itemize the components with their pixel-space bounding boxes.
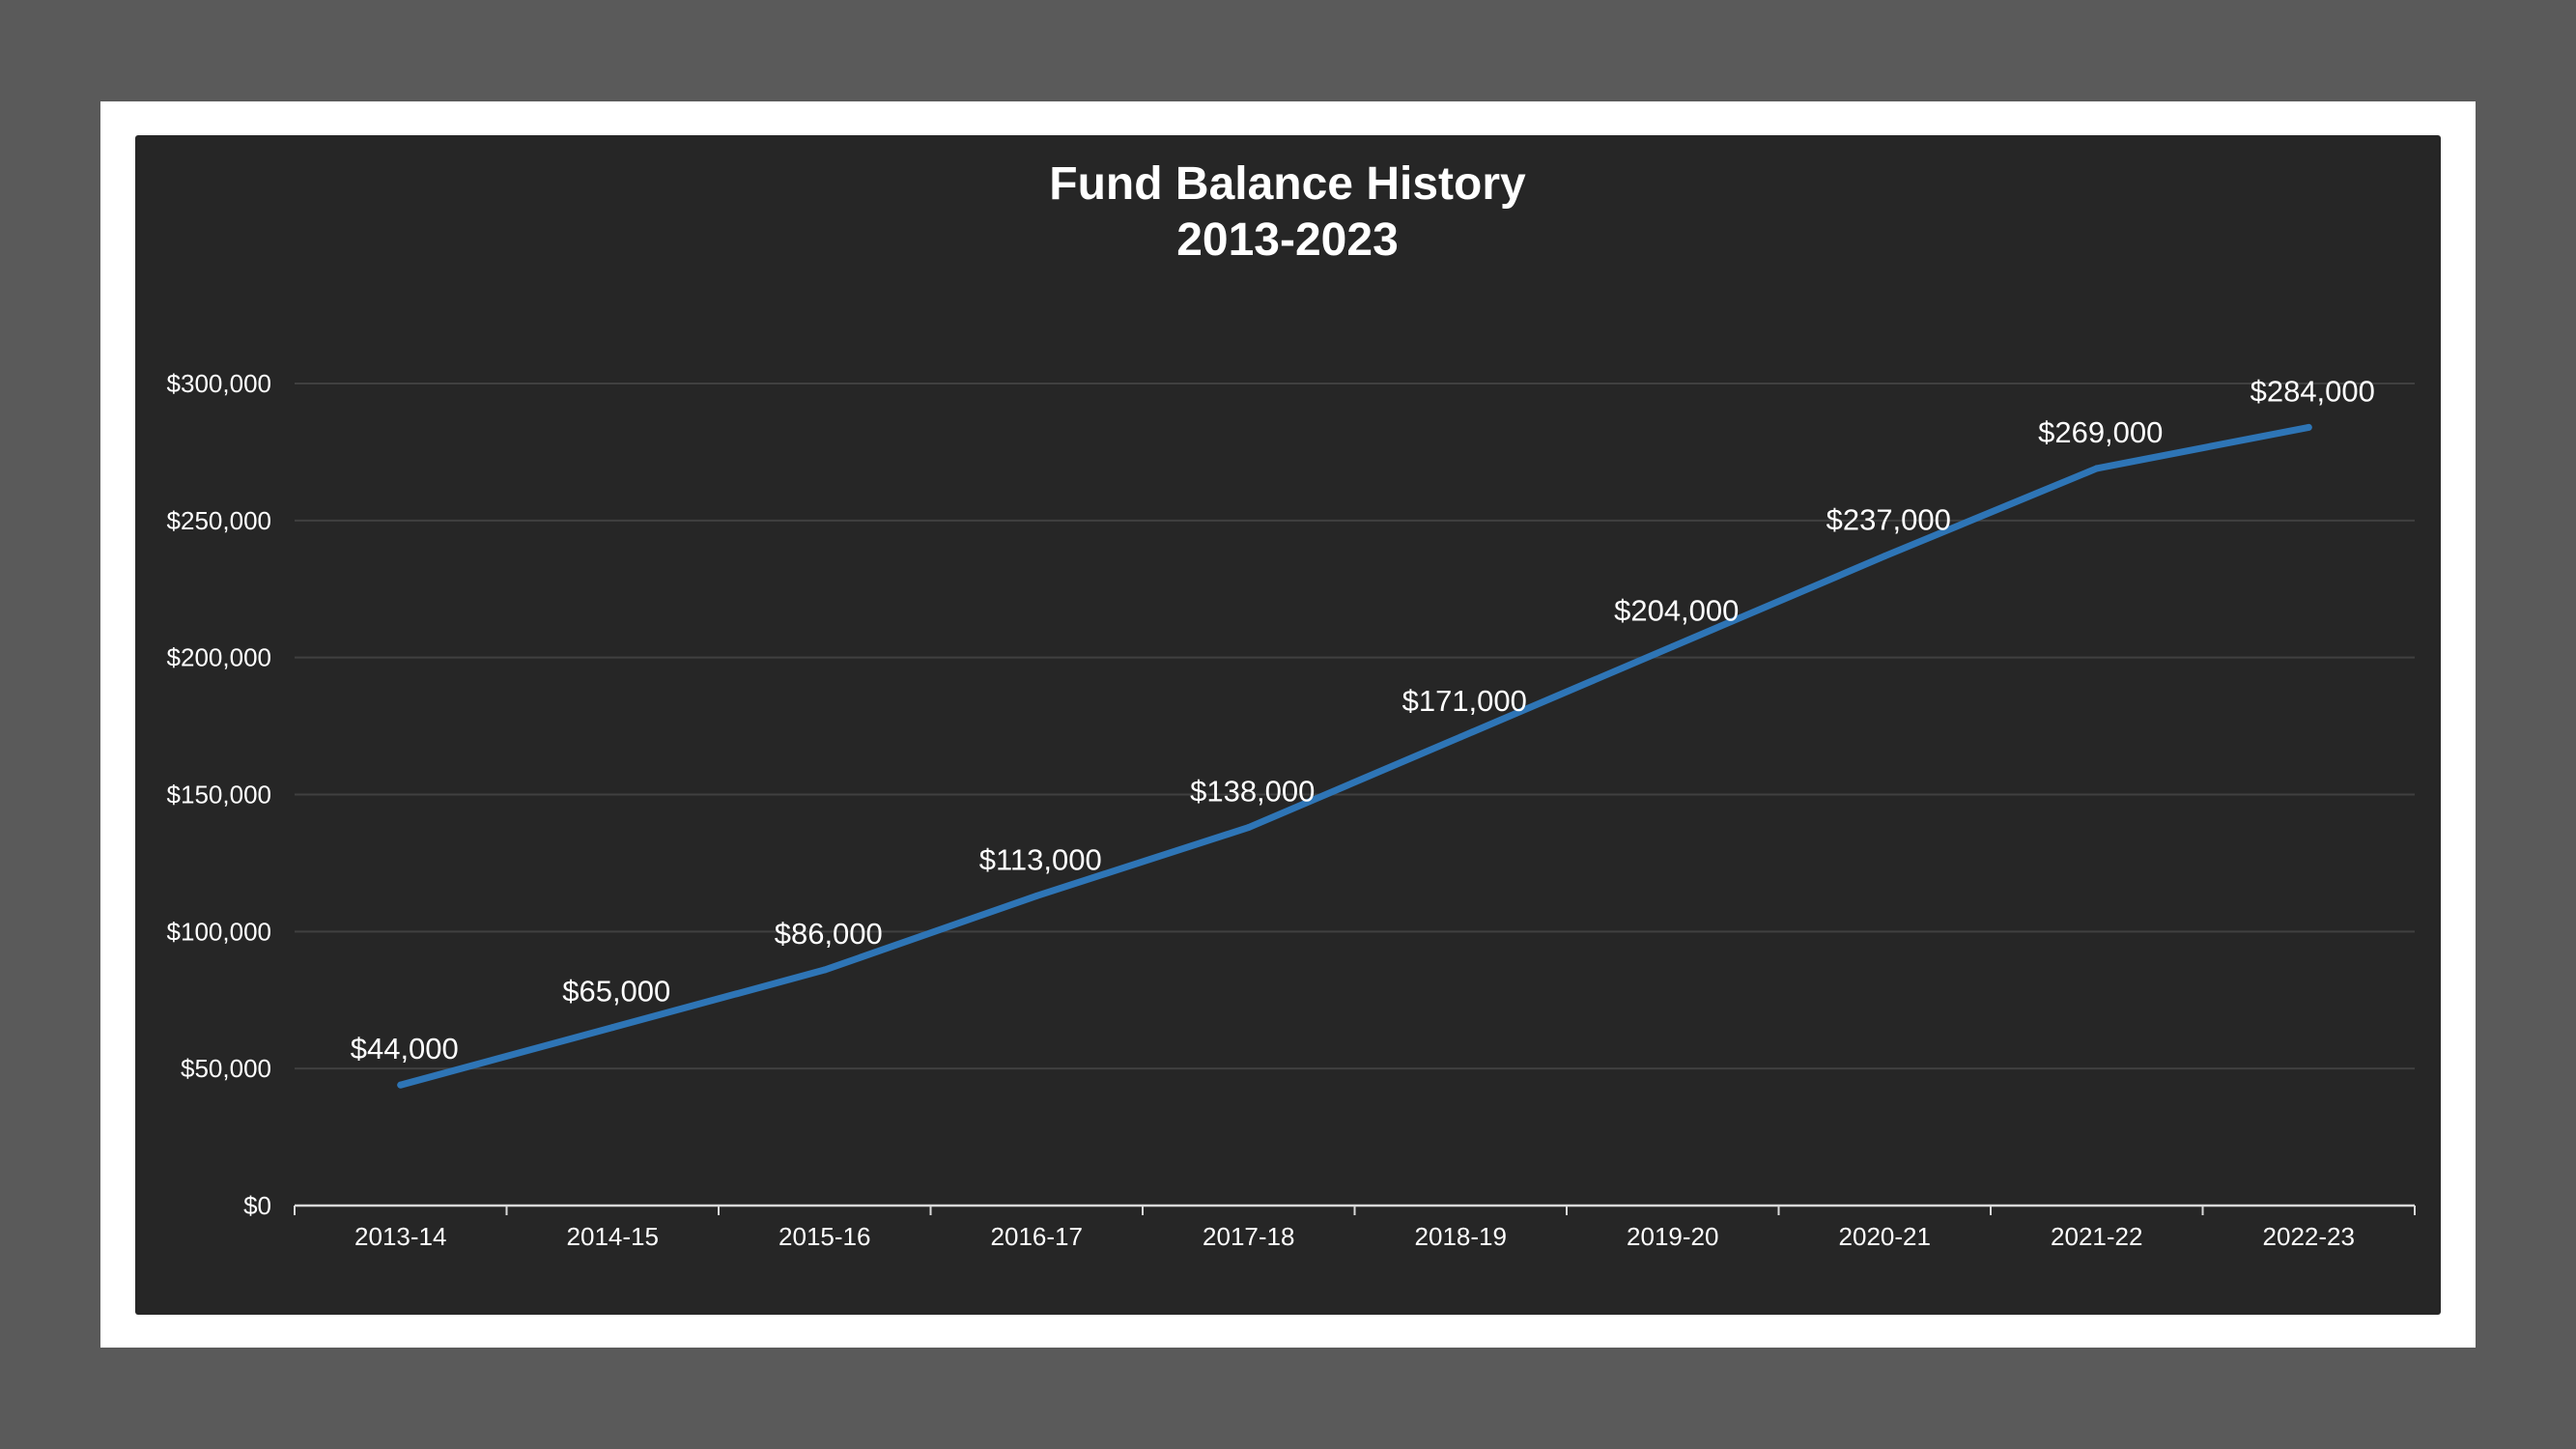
data-label: $65,000 xyxy=(562,975,670,1009)
data-point xyxy=(609,1024,616,1032)
y-tick-label: $50,000 xyxy=(181,1054,271,1083)
data-point xyxy=(1033,892,1040,899)
data-point xyxy=(397,1081,405,1089)
x-tick-label: 2015-16 xyxy=(778,1222,870,1251)
x-tick-label: 2022-23 xyxy=(2263,1222,2355,1251)
data-point xyxy=(821,966,829,974)
data-label: $284,000 xyxy=(2250,374,2375,408)
y-tick-label: $250,000 xyxy=(167,506,271,535)
data-point xyxy=(1245,824,1253,832)
data-labels: $44,000 $65,000 $86,000 $113,000 $138,000 $17… xyxy=(351,374,2375,1065)
x-tick-label: 2018-19 xyxy=(1415,1222,1507,1251)
x-tick-label: 2016-17 xyxy=(991,1222,1083,1251)
data-label: $237,000 xyxy=(1826,503,1951,537)
x-tick-label: 2021-22 xyxy=(2051,1222,2142,1251)
y-tick-label: $300,000 xyxy=(167,369,271,398)
y-tick-label: $0 xyxy=(243,1191,271,1220)
data-label: $44,000 xyxy=(351,1032,459,1065)
gridlines xyxy=(295,383,2415,1070)
y-tick-label: $150,000 xyxy=(167,781,271,810)
data-label: $86,000 xyxy=(775,917,883,951)
chart-area xyxy=(135,135,2441,1315)
data-label: $269,000 xyxy=(2038,415,2163,449)
data-label: $171,000 xyxy=(1402,684,1527,718)
x-tick-label: 2020-21 xyxy=(1839,1222,1931,1251)
series-polyline xyxy=(397,423,2312,1089)
chart-subtitle: 2013-2023 xyxy=(1176,214,1399,266)
data-label: $204,000 xyxy=(1614,593,1739,627)
y-tick-label: $200,000 xyxy=(167,643,271,672)
data-point xyxy=(2305,423,2312,431)
series-line xyxy=(397,423,2312,1089)
data-point xyxy=(1881,553,1888,560)
chart-title: Fund Balance History xyxy=(1049,158,1526,210)
data-point xyxy=(1457,733,1464,741)
x-axis: 2013-14 2014-15 2015-16 2016-17 2017-18 2018-… xyxy=(294,1204,2416,1251)
data-point xyxy=(2093,465,2101,472)
data-label: $113,000 xyxy=(979,842,1102,876)
x-tick-label: 2017-18 xyxy=(1203,1222,1294,1251)
x-tick-label: 2019-20 xyxy=(1627,1222,1718,1251)
y-tick-label: $100,000 xyxy=(167,917,271,946)
x-tick-label: 2013-14 xyxy=(354,1222,446,1251)
data-label: $138,000 xyxy=(1190,775,1315,809)
data-point xyxy=(1669,642,1677,650)
x-tick-label: 2014-15 xyxy=(567,1222,659,1251)
y-axis: $0 $50,000 $100,000 $150,000 $200,000 $250,00… xyxy=(167,369,271,1220)
